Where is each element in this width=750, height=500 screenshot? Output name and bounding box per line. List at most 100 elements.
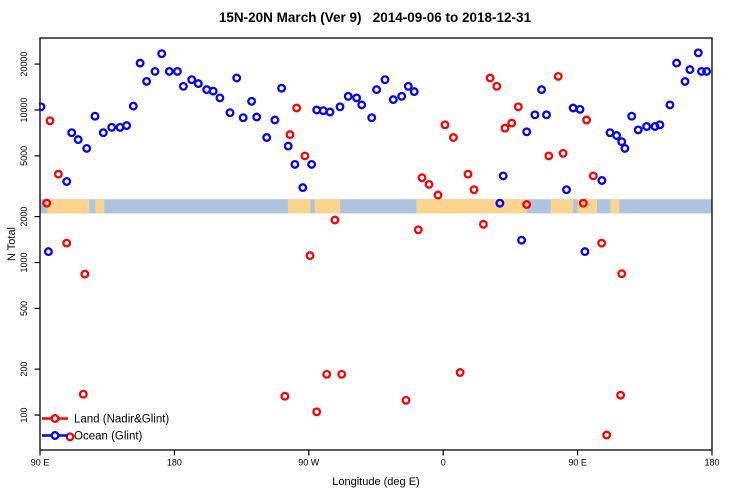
data-point xyxy=(225,108,235,118)
data-point xyxy=(522,200,532,209)
data-point xyxy=(172,66,182,76)
data-point xyxy=(232,73,242,83)
data-point xyxy=(498,171,508,181)
data-point xyxy=(440,120,450,130)
y-tick-label: 200 xyxy=(19,362,29,377)
data-point xyxy=(633,125,643,135)
chart-title: 15N-20N March (Ver 9) 2014-09-06 to 2018… xyxy=(218,10,532,25)
data-point xyxy=(602,430,612,440)
y-tick-label: 1000 xyxy=(19,253,29,273)
data-point xyxy=(357,100,367,110)
data-point xyxy=(495,198,505,208)
data-point xyxy=(67,128,77,138)
data-point xyxy=(335,102,345,112)
data-point xyxy=(270,115,280,125)
data-point xyxy=(45,116,55,126)
data-point xyxy=(43,247,53,257)
data-point xyxy=(397,91,407,101)
data-point xyxy=(247,96,257,106)
data-point xyxy=(448,133,458,142)
x-tick-label: 0 xyxy=(441,458,446,468)
data-point xyxy=(417,173,427,183)
data-point xyxy=(568,103,578,113)
data-point xyxy=(330,215,340,225)
data-point xyxy=(292,103,302,113)
data-point xyxy=(73,135,83,145)
data-point xyxy=(90,111,100,121)
data-point xyxy=(409,87,419,97)
data-point xyxy=(372,85,382,95)
data-point xyxy=(277,83,287,93)
data-point xyxy=(627,111,637,121)
x-tick-label: 180 xyxy=(167,458,182,468)
legend-marker xyxy=(50,431,60,440)
data-point xyxy=(617,137,627,147)
data-point xyxy=(157,49,167,59)
data-point xyxy=(702,66,712,76)
data-point xyxy=(665,100,675,110)
band-land-segment xyxy=(577,199,598,214)
data-point xyxy=(642,122,652,131)
data-point xyxy=(193,79,203,89)
y-tick-label: 100 xyxy=(19,408,29,423)
data-point xyxy=(401,395,411,405)
data-point xyxy=(98,128,108,138)
data-point xyxy=(544,151,554,161)
x-tick-label: 90 E xyxy=(31,458,50,468)
data-point xyxy=(107,122,117,132)
data-point xyxy=(424,179,434,189)
data-point xyxy=(343,91,353,101)
data-point xyxy=(522,127,532,137)
data-point xyxy=(485,73,495,83)
data-point xyxy=(380,75,390,85)
data-point xyxy=(238,113,248,123)
data-point xyxy=(517,235,527,245)
data-point xyxy=(513,102,523,112)
data-point xyxy=(53,169,63,179)
band-ocean-strip xyxy=(40,199,712,214)
data-point xyxy=(620,143,630,153)
band-land-segment xyxy=(314,199,341,214)
data-point xyxy=(80,269,90,279)
data-point xyxy=(672,58,682,68)
data-point xyxy=(135,58,145,68)
band-land-segment xyxy=(47,199,90,214)
y-tick-label: 5000 xyxy=(19,146,29,166)
data-point xyxy=(612,131,622,140)
data-point xyxy=(403,81,413,91)
data-point xyxy=(433,190,443,200)
data-point xyxy=(680,76,690,86)
legend-label: Land (Nadir&Glint) xyxy=(74,414,169,426)
x-tick-label: 180 xyxy=(704,458,719,468)
data-point xyxy=(178,81,188,91)
data-point xyxy=(553,71,563,81)
data-point xyxy=(413,225,423,235)
x-tick-label: 90 E xyxy=(568,458,587,468)
y-tick-label: 20000 xyxy=(19,52,29,77)
x-tick-label: 90 W xyxy=(298,458,320,468)
data-point xyxy=(42,198,52,208)
data-point xyxy=(530,110,540,120)
data-point xyxy=(575,104,585,114)
band-land-segment xyxy=(95,199,105,214)
data-point xyxy=(337,369,347,379)
data-point xyxy=(62,238,72,248)
data-point xyxy=(537,85,547,95)
data-point xyxy=(492,81,502,91)
data-point xyxy=(597,238,607,248)
data-point xyxy=(322,369,332,379)
data-point xyxy=(325,107,335,117)
data-point xyxy=(290,159,300,169)
data-point xyxy=(580,247,590,257)
data-point xyxy=(588,171,598,181)
x-axis-title: Longitude (deg E) xyxy=(332,476,420,488)
data-point xyxy=(507,118,517,128)
band-land-segment xyxy=(416,199,527,214)
data-point xyxy=(262,133,272,142)
band-land-segment xyxy=(550,199,574,214)
data-point xyxy=(500,123,510,133)
data-point xyxy=(78,389,88,399)
data-point xyxy=(215,93,225,103)
legend-label: Ocean (Glint) xyxy=(74,431,143,443)
